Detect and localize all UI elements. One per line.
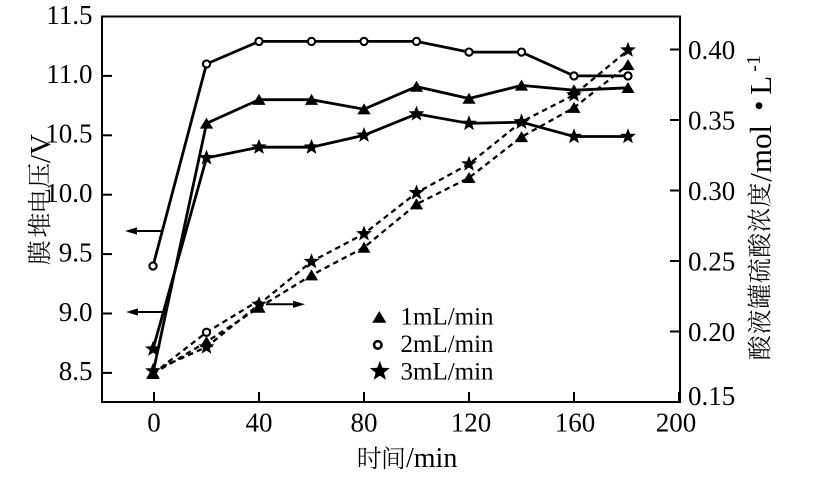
svg-text:L: L [743, 76, 778, 95]
svg-text:10.0: 10.0 [45, 178, 92, 208]
svg-text:9.5: 9.5 [59, 237, 93, 267]
svg-text:9.0: 9.0 [59, 297, 93, 327]
svg-text:0.20: 0.20 [688, 317, 735, 347]
svg-text:1mL/min: 1mL/min [401, 304, 495, 331]
svg-text:0.40: 0.40 [688, 35, 735, 65]
svg-text:0.30: 0.30 [688, 176, 735, 206]
svg-text:200: 200 [656, 408, 697, 438]
svg-text:/min: /min [406, 443, 457, 474]
svg-text:0.15: 0.15 [688, 381, 735, 411]
svg-text:160: 160 [555, 408, 596, 438]
svg-text:40: 40 [246, 408, 273, 438]
svg-text:/mol: /mol [743, 125, 778, 182]
svg-text:8.5: 8.5 [59, 356, 93, 386]
svg-text:120: 120 [451, 408, 492, 438]
svg-text:/V: /V [25, 134, 57, 163]
svg-text:80: 80 [351, 408, 378, 438]
svg-text:0.35: 0.35 [688, 105, 735, 135]
svg-text:11.0: 11.0 [46, 59, 92, 89]
svg-text:0.25: 0.25 [688, 246, 735, 276]
svg-text:11.5: 11.5 [46, 0, 92, 30]
svg-text:-1: -1 [743, 55, 765, 72]
svg-text:3mL/min: 3mL/min [401, 359, 495, 386]
svg-text:10.5: 10.5 [45, 119, 92, 149]
svg-text:2mL/min: 2mL/min [401, 331, 495, 358]
svg-text:0: 0 [147, 408, 161, 438]
